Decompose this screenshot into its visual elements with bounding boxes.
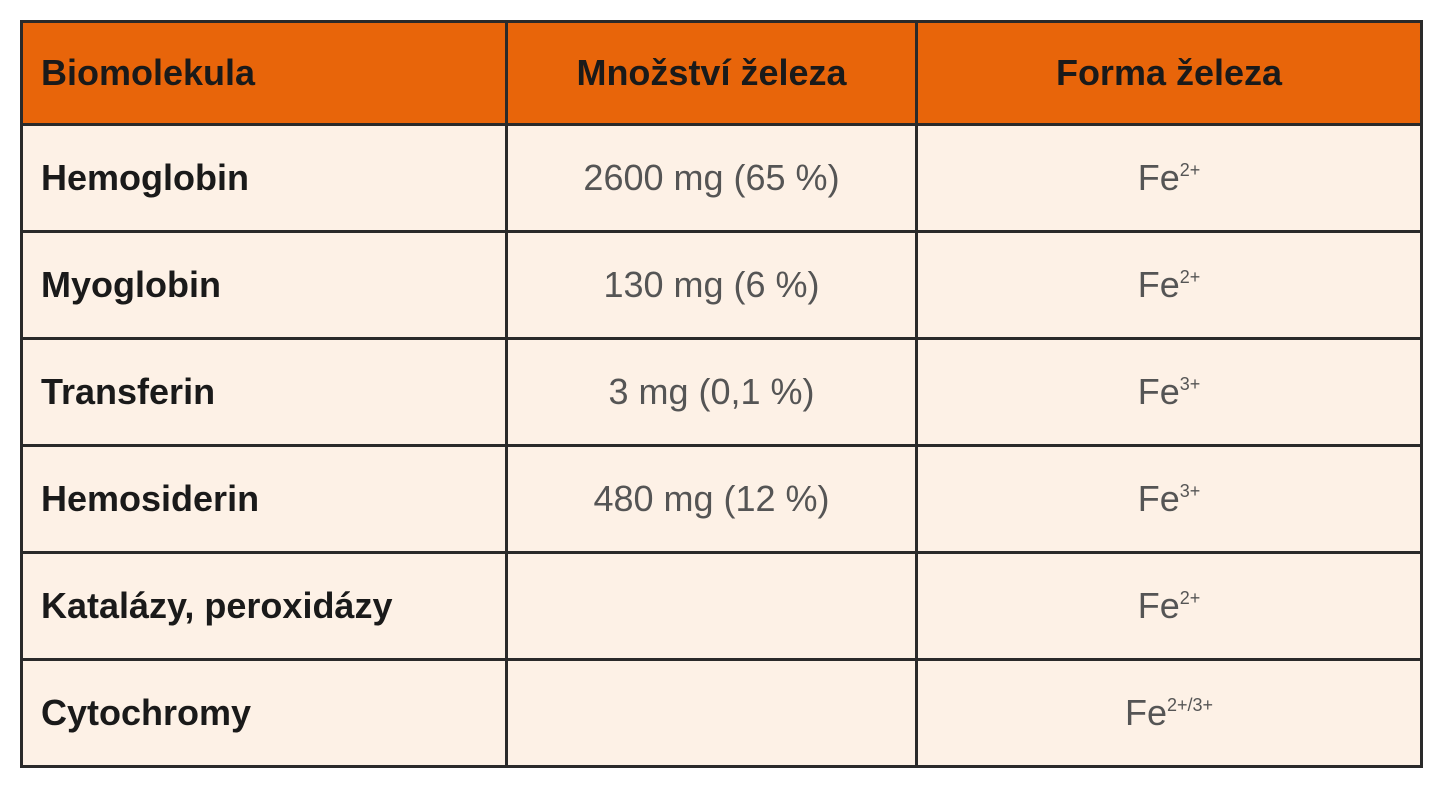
table-cell: Fe2+ [915, 230, 1423, 340]
table-row: Cytochromy Fe2+/3+ [20, 658, 1423, 768]
table-container: Biomolekula Množství železa Forma železa H… [20, 20, 1423, 768]
formula-base: Fe [1137, 478, 1180, 519]
formula-charge: 2+ [1179, 588, 1201, 608]
table-cell: Fe2+ [915, 551, 1423, 661]
table-row: Hemosiderin 480 mg (12 %) Fe3+ [20, 444, 1423, 554]
table-cell: 480 mg (12 %) [505, 444, 918, 554]
formula-base: Fe [1137, 371, 1180, 412]
formula-base: Fe [1137, 157, 1180, 198]
table-cell: Fe3+ [915, 444, 1423, 554]
table-cell: Fe2+ [915, 123, 1423, 233]
formula-charge: 2+ [1179, 267, 1201, 287]
row-label: Myoglobin [20, 230, 508, 340]
table-cell: 3 mg (0,1 %) [505, 337, 918, 447]
formula-charge: 3+ [1179, 374, 1201, 394]
table-body: Hemoglobin 2600 mg (65 %) Fe2+ Myoglobin 130… [20, 123, 1423, 768]
row-label: Transferin [20, 337, 508, 447]
table-cell: Fe2+/3+ [915, 658, 1423, 768]
table-cell: 2600 mg (65 %) [505, 123, 918, 233]
table-row: Katalázy, peroxidázy Fe2+ [20, 551, 1423, 661]
formula-base: Fe [1137, 264, 1180, 305]
table-cell: Fe3+ [915, 337, 1423, 447]
formula-charge: 2+ [1179, 160, 1201, 180]
table-row: Myoglobin 130 mg (6 %) Fe2+ [20, 230, 1423, 340]
table-row: Transferin 3 mg (0,1 %) Fe3+ [20, 337, 1423, 447]
row-label: Hemosiderin [20, 444, 508, 554]
table-cell [505, 658, 918, 768]
row-label: Hemoglobin [20, 123, 508, 233]
header-cell: Množství železa [505, 20, 918, 126]
header-row: Biomolekula Množství železa Forma železa [20, 20, 1423, 126]
table-row: Hemoglobin 2600 mg (65 %) Fe2+ [20, 123, 1423, 233]
formula-charge: 3+ [1179, 481, 1201, 501]
row-label: Cytochromy [20, 658, 508, 768]
row-label: Katalázy, peroxidázy [20, 551, 508, 661]
table-cell [505, 551, 918, 661]
header-cell: Biomolekula [20, 20, 508, 126]
iron-table: Biomolekula Množství železa Forma železa H… [20, 20, 1423, 768]
formula-base: Fe [1124, 692, 1167, 733]
header-cell: Forma železa [915, 20, 1423, 126]
table-cell: 130 mg (6 %) [505, 230, 918, 340]
formula-base: Fe [1137, 585, 1180, 626]
formula-charge: 2+/3+ [1166, 695, 1214, 715]
